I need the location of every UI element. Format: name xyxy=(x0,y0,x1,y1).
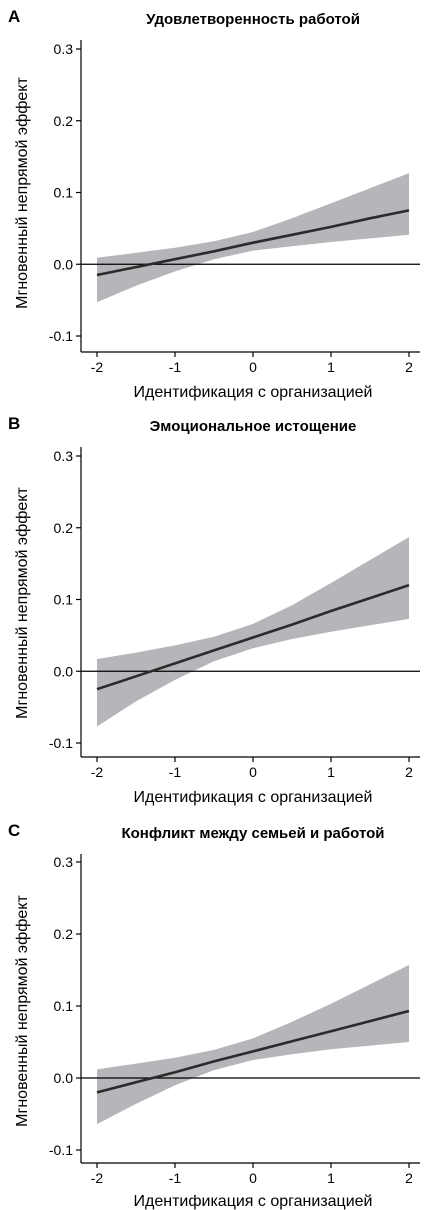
confidence-band xyxy=(97,173,409,303)
chart-title: Конфликт между семьей и работой xyxy=(121,825,384,842)
x-tick-label: 2 xyxy=(405,764,413,780)
x-tick-label: 0 xyxy=(249,1170,257,1186)
y-tick-label: 0.1 xyxy=(54,592,74,608)
x-axis-label: Идентификация с организацией xyxy=(134,789,373,806)
y-tick-label: 0.3 xyxy=(54,41,74,57)
x-tick-label: 0 xyxy=(249,359,257,375)
y-tick-label: -0.1 xyxy=(49,735,73,751)
confidence-band xyxy=(97,965,409,1125)
panel-letter: A xyxy=(8,7,20,26)
y-tick-label: 0.1 xyxy=(54,185,74,201)
y-tick-label: 0.2 xyxy=(54,926,74,942)
panel-letter: B xyxy=(8,414,20,433)
x-axis-label: Идентификация с организацией xyxy=(134,384,373,401)
x-tick-label: 0 xyxy=(249,764,257,780)
y-tick-label: 0.2 xyxy=(54,113,74,129)
y-tick-label: 0.0 xyxy=(54,256,74,272)
plot-area: -0.1 0.0 0.1 0.2 0.3 -2 -1 0 1 2 xyxy=(49,447,420,780)
estimate-line xyxy=(96,583,410,691)
y-axis-label: Мгновенный непрямой эффект xyxy=(14,895,31,1127)
y-axis-label: Мгновенный непрямой эффект xyxy=(14,77,31,309)
x-tick-label: -2 xyxy=(91,359,104,375)
confidence-band xyxy=(97,537,409,727)
y-tick-label: -0.1 xyxy=(49,328,73,344)
x-tick-label: 2 xyxy=(405,1170,413,1186)
y-tick-label: 0.1 xyxy=(54,998,74,1014)
x-tick-label: -2 xyxy=(91,1170,104,1186)
y-tick-label: 0.2 xyxy=(54,520,74,536)
x-tick-label: 2 xyxy=(405,359,413,375)
x-tick-label: 1 xyxy=(327,764,335,780)
y-tick-label: 0.3 xyxy=(54,448,74,464)
y-tick-label: -0.1 xyxy=(49,1142,73,1158)
x-tick-label: 1 xyxy=(327,359,335,375)
chart-title: Удовлетворенность работой xyxy=(146,11,360,28)
estimate-line xyxy=(96,209,410,277)
panel-c: C Конфликт между семьей и работой Мгнове… xyxy=(8,821,420,1210)
x-tick-label: -2 xyxy=(91,764,104,780)
plot-area: -0.1 0.0 0.1 0.2 0.3 -2 -1 0 1 2 xyxy=(49,40,420,375)
y-tick-label: 0.3 xyxy=(54,854,74,870)
x-tick-label: -1 xyxy=(169,359,182,375)
y-tick-label: 0.0 xyxy=(54,663,74,679)
estimate-line xyxy=(96,1009,410,1094)
panel-b: B Эмоциональное истощение Мгновенный неп… xyxy=(8,414,420,806)
panel-letter: C xyxy=(8,821,20,840)
chart-title: Эмоциональное истощение xyxy=(150,418,357,435)
x-tick-label: 1 xyxy=(327,1170,335,1186)
panel-a: A Удовлетворенность работой Мгновенный н… xyxy=(8,7,420,401)
x-axis-label: Идентификация с организацией xyxy=(134,1193,373,1210)
y-tick-label: 0.0 xyxy=(54,1070,74,1086)
x-tick-label: -1 xyxy=(169,764,182,780)
plot-area: -0.1 0.0 0.1 0.2 0.3 -2 -1 0 1 2 xyxy=(49,854,420,1186)
x-tick-label: -1 xyxy=(169,1170,182,1186)
y-axis-label: Мгновенный непрямой эффект xyxy=(14,487,31,719)
